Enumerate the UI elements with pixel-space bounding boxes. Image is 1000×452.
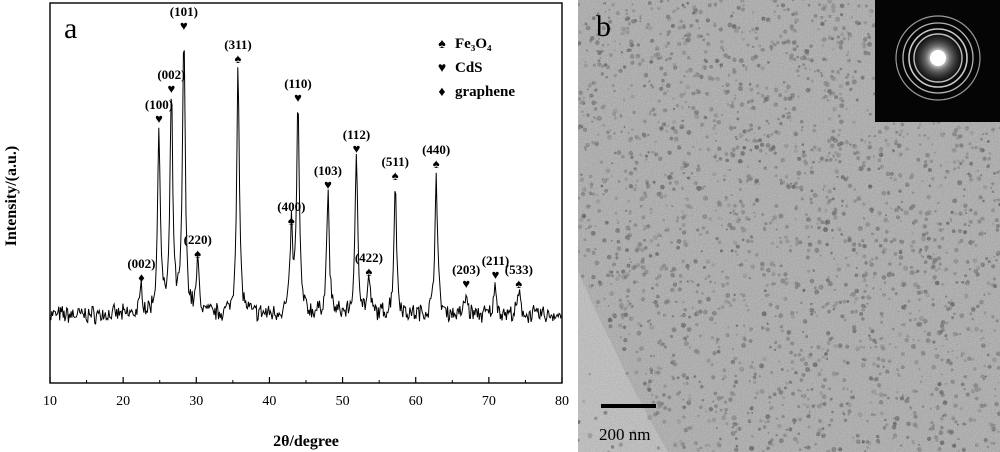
legend-symbol: ♠ [438,37,446,52]
peak-marker: ♥ [155,111,163,126]
peak-marker: ♠ [392,168,399,183]
x-axis-label: 2θ/degree [273,433,339,450]
peak-label: (422) [355,250,383,265]
peak-label: (112) [343,127,370,142]
peak-marker: ♠ [365,264,372,279]
x-tick-label: 80 [555,394,569,409]
x-ticks: 10 20 30 40 50 60 70 80 [43,377,569,409]
saed-inset [875,0,1000,122]
peak-label: (511) [382,154,409,169]
peak-label: (311) [224,37,251,52]
peak-label: (002) [157,67,185,82]
panel-b-label: b [596,10,611,43]
peak-label: (440) [422,142,450,157]
legend-symbol: ♦ [438,85,445,100]
peak-label: (100) [145,97,173,112]
x-tick-label: 50 [336,394,350,409]
peak-label: (220) [184,232,212,247]
peak-marker: ♥ [294,90,302,105]
x-tick-label: 40 [262,394,276,409]
peak-label: (211) [482,253,509,268]
scale-bar-label: 200 nm [599,425,650,444]
legend: ♠ Fe₃O₄ ♥ CdS ♦ graphene [438,36,515,100]
tem-image: b 200 nm [578,0,1000,452]
legend-symbol: ♥ [438,61,446,76]
plot-frame [49,2,563,384]
peak-marker: ♥ [353,141,361,156]
legend-label: CdS [455,60,483,76]
peak-marker: ♥ [180,18,188,33]
x-tick-label: 20 [116,394,130,409]
peak-label: (203) [452,262,480,277]
peak-marker: ♥ [462,276,470,291]
legend-label: Fe₃O₄ [455,36,492,52]
peak-label: (103) [314,163,342,178]
x-tick-label: 70 [482,394,496,409]
peak-markers: ♦(002)♥(100)♥(002)♥(101)♠(220)♠(311)♠(40… [127,4,533,291]
peak-label: (002) [127,256,155,271]
peak-label: (533) [505,262,533,277]
legend-label: graphene [455,84,515,100]
peak-marker: ♠ [288,213,295,228]
xrd-chart: a 10 20 30 40 50 60 70 80 ♦(002)♥(100)♥(002)♥(1… [3,2,569,450]
peak-marker: ♠ [194,246,201,261]
peak-marker: ♥ [168,81,176,96]
peak-label: (110) [284,76,311,91]
x-tick-label: 10 [43,394,57,409]
scale-bar [601,404,656,408]
x-tick-label: 60 [409,394,423,409]
peak-marker: ♠ [235,51,242,66]
peak-label: (400) [277,199,305,214]
peak-marker: ♥ [324,177,332,192]
peak-label: (101) [170,4,198,19]
peak-marker: ♠ [433,156,440,171]
x-tick-label: 30 [189,394,203,409]
peak-marker: ♠ [515,276,522,291]
peak-marker: ♥ [492,267,500,282]
xrd-trace [49,50,563,325]
y-axis-label: Intensity/(a.u.) [3,146,20,246]
peak-marker: ♦ [138,270,145,285]
panel-a-label: a [64,12,77,45]
